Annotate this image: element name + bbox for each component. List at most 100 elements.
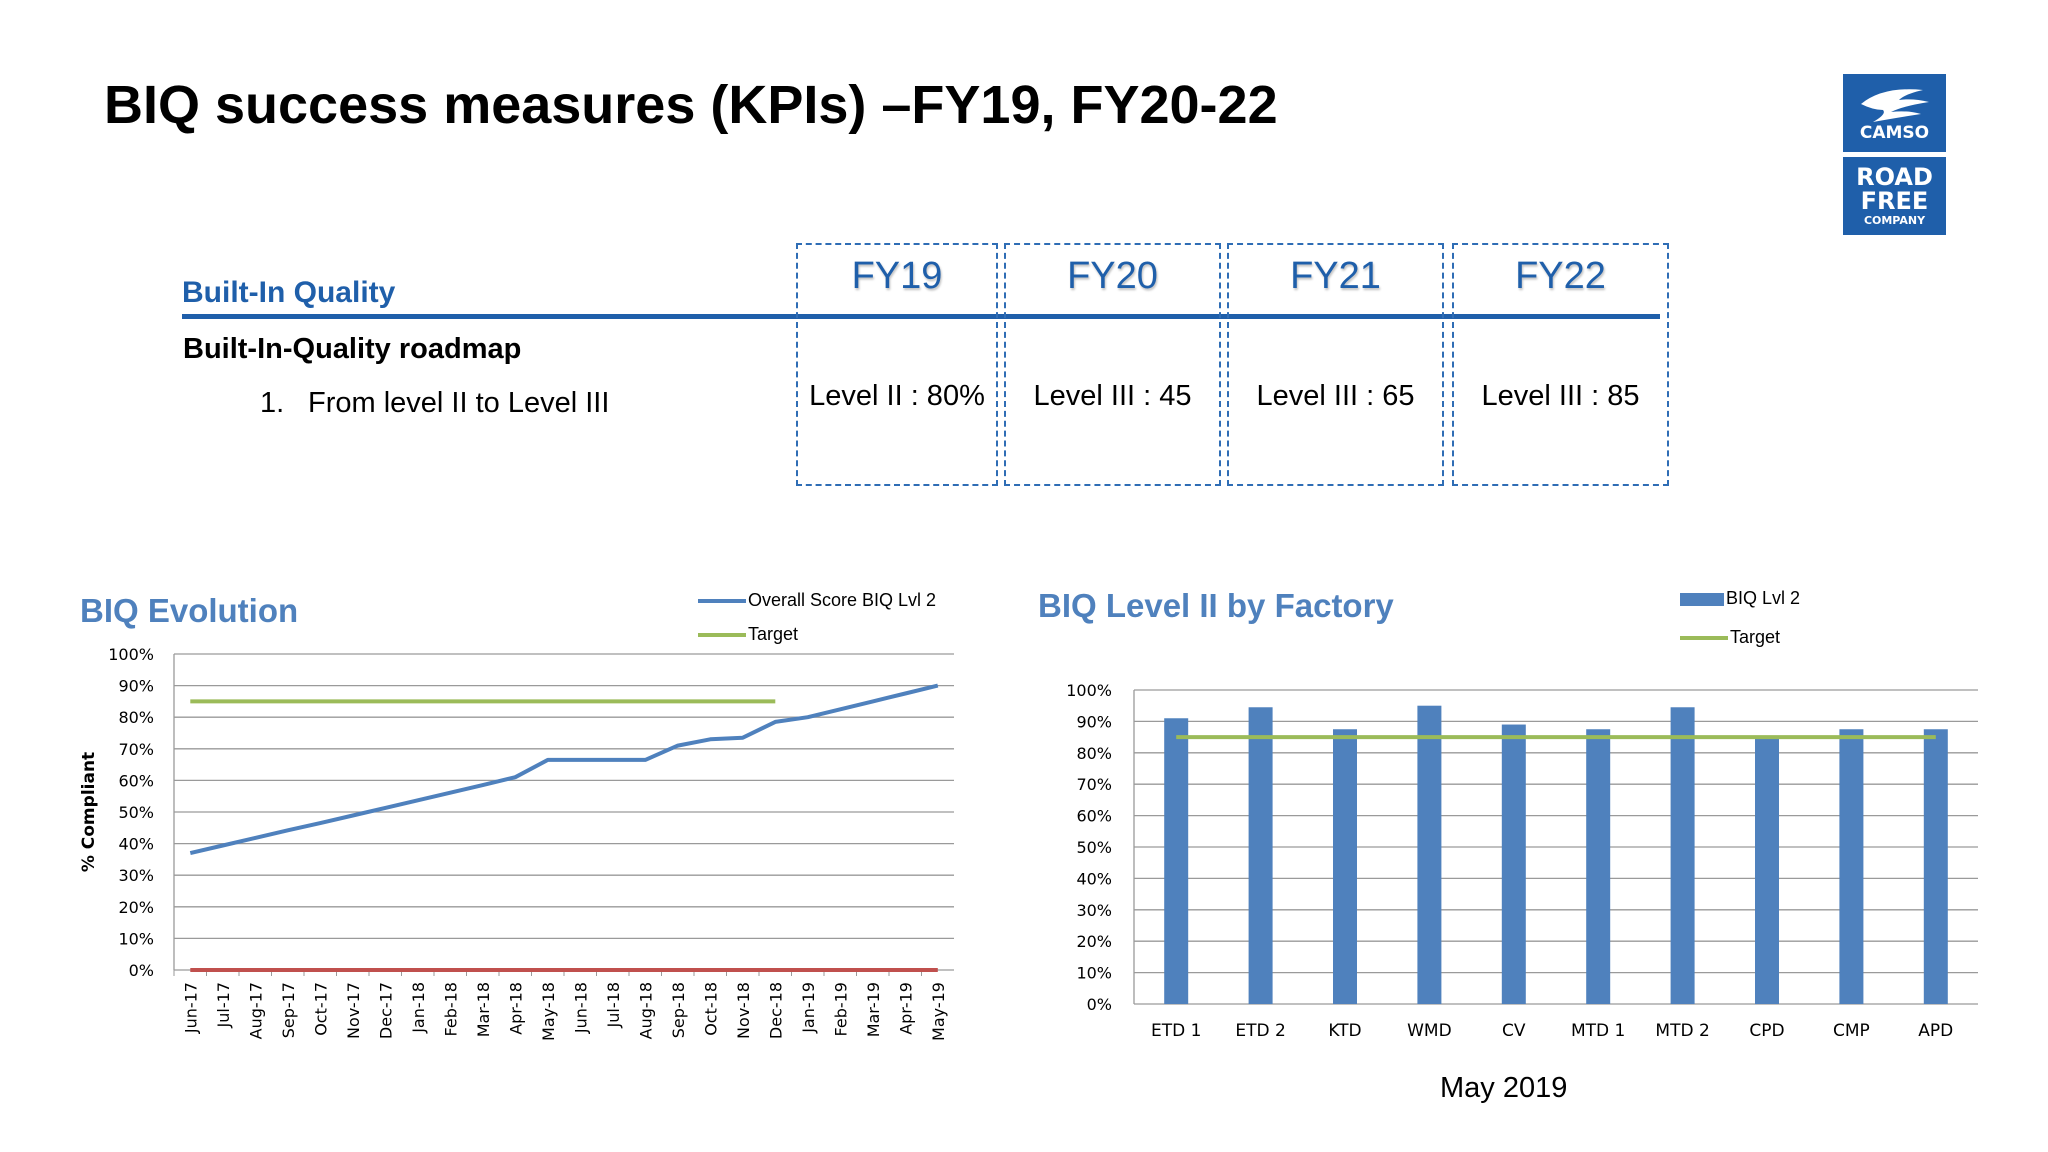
roadmap-item: 1. From level II to Level III xyxy=(260,387,609,420)
x-tick-label: KTD xyxy=(1328,1021,1361,1041)
bar xyxy=(1501,724,1526,1004)
legend-swatch xyxy=(698,599,746,604)
bar xyxy=(1923,729,1948,1004)
chart-title-factory: BIQ Level II by Factory xyxy=(1038,587,1394,624)
x-tick-label: MTD 2 xyxy=(1655,1021,1709,1041)
y-tick-label: 20% xyxy=(118,898,154,917)
roadmap-heading: Built-In-Quality roadmap xyxy=(183,333,522,365)
legend-item: BIQ Lvl 2 xyxy=(1680,587,1800,609)
fy-label: FY22 xyxy=(1515,255,1606,297)
legend-label: Target xyxy=(748,624,799,644)
legend-item: Target xyxy=(698,623,798,645)
x-tick-label: Dec-18 xyxy=(766,982,785,1039)
x-tick-label: Jul-17 xyxy=(214,982,233,1028)
logo-line-1: ROAD xyxy=(1856,163,1933,191)
y-tick-label: 30% xyxy=(118,866,154,885)
legend-swatch xyxy=(698,633,746,638)
roadmap-item-number: 1. xyxy=(260,387,285,419)
bar xyxy=(1164,718,1189,1004)
x-tick-label: Nov-17 xyxy=(344,982,363,1039)
x-tick-label: Oct-18 xyxy=(701,982,720,1036)
x-tick-label: ETD 1 xyxy=(1151,1021,1201,1041)
x-tick-label: Feb-18 xyxy=(441,982,460,1036)
legend-item: Target xyxy=(1680,626,1780,648)
roadmap-item-text: From level II to Level III xyxy=(308,387,610,419)
bar xyxy=(1586,729,1611,1004)
x-tick-label: Sep-18 xyxy=(669,982,688,1038)
page-title: BIQ success measures (KPIs) –FY19, FY20-… xyxy=(104,75,1278,135)
logo-line-3: COMPANY xyxy=(1864,214,1926,227)
x-tick-label: Jan-19 xyxy=(799,982,818,1034)
y-tick-label: 0% xyxy=(129,961,154,980)
y-tick-label: 40% xyxy=(118,835,154,854)
y-tick-label: 0% xyxy=(1087,995,1112,1014)
y-tick-label: 40% xyxy=(1076,869,1112,888)
y-tick-label: 100% xyxy=(1066,681,1112,700)
bar xyxy=(1248,707,1273,1004)
x-tick-label: Aug-18 xyxy=(636,982,655,1039)
bar xyxy=(1417,705,1442,1004)
y-tick-label: 100% xyxy=(108,645,154,664)
section-divider xyxy=(182,314,1660,319)
chart-caption: May 2019 xyxy=(1440,1072,1568,1104)
x-tick-label: ETD 2 xyxy=(1235,1021,1285,1041)
y-tick-label: 50% xyxy=(118,803,154,822)
bar xyxy=(1670,707,1695,1004)
fy-box-fy22: FY22 Level III : 85 xyxy=(1452,243,1669,486)
legend-item: Overall Score BIQ Lvl 2 xyxy=(698,589,936,611)
chart-title-evolution: BIQ Evolution xyxy=(80,592,299,629)
y-tick-label: 10% xyxy=(118,929,154,948)
fy-box-fy19: FY19 Level II : 80% xyxy=(796,243,998,486)
fy-level: Level III : 65 xyxy=(1256,380,1415,412)
x-tick-label: APD xyxy=(1918,1021,1953,1041)
x-tick-label: Jul-18 xyxy=(604,982,623,1028)
legend-label: Target xyxy=(1730,627,1781,647)
y-tick-label: 70% xyxy=(1076,775,1112,794)
y-tick-label: 60% xyxy=(1076,807,1112,826)
y-tick-label: 30% xyxy=(1076,901,1112,920)
x-tick-label: Mar-18 xyxy=(474,982,493,1037)
x-tick-label: CV xyxy=(1502,1021,1526,1041)
x-tick-label: Nov-18 xyxy=(734,982,753,1039)
bar xyxy=(1333,729,1357,1004)
camso-logo: CAMSO ROAD FREE COMPANY xyxy=(1843,74,1946,235)
x-tick-label: May-19 xyxy=(929,982,948,1041)
fy-level: Level III : 45 xyxy=(1033,380,1192,412)
legend-label: Overall Score BIQ Lvl 2 xyxy=(748,590,937,610)
fy-label: FY21 xyxy=(1290,255,1381,297)
bar xyxy=(1839,729,1864,1004)
series-line-1 xyxy=(189,683,939,856)
x-tick-label: CMP xyxy=(1833,1021,1870,1041)
fy-box-fy20: FY20 Level III : 45 xyxy=(1004,243,1221,486)
y-tick-label: 50% xyxy=(1076,838,1112,857)
x-tick-label: CPD xyxy=(1749,1021,1784,1041)
y-tick-label: 80% xyxy=(118,708,154,727)
x-tick-label: Jun-17 xyxy=(181,982,200,1034)
chart-factory: 0% 10% 20% 30% 40% 50% 60% 70% 80% 90% 100% ETD 1 ET… xyxy=(1066,681,1978,1041)
legend-swatch xyxy=(1680,636,1728,641)
fy-label: FY19 xyxy=(851,255,943,297)
bar xyxy=(1755,735,1779,1004)
x-tick-label: May-18 xyxy=(539,982,558,1041)
y-tick-label: 70% xyxy=(118,740,154,759)
x-tick-label: WMD xyxy=(1407,1021,1452,1041)
y-tick-label: 60% xyxy=(118,771,154,790)
y-axis-label: % Compliant xyxy=(79,752,99,872)
y-tick-label: 90% xyxy=(118,677,154,696)
x-tick-label: Mar-19 xyxy=(864,982,883,1037)
x-tick-label: Oct-17 xyxy=(311,982,330,1036)
y-tick-label: 20% xyxy=(1076,932,1112,951)
y-tick-label: 80% xyxy=(1076,744,1112,763)
x-tick-label: Apr-18 xyxy=(506,982,525,1035)
x-tick-label: Sep-17 xyxy=(279,982,298,1038)
y-tick-label: 90% xyxy=(1076,712,1112,731)
logo-top-text: CAMSO xyxy=(1860,123,1929,143)
chart-evolution: 0% 10% 20% 30% 40% 50% 60% 70% 80% 90% 100% Jun-17 J… xyxy=(79,645,954,1041)
x-tick-label: Apr-19 xyxy=(896,982,915,1035)
legend-swatch xyxy=(1680,592,1724,606)
x-tick-label: Jan-18 xyxy=(409,982,428,1034)
x-tick-label: MTD 1 xyxy=(1571,1021,1625,1041)
x-tick-label: Feb-19 xyxy=(831,982,850,1036)
x-tick-label: Dec-17 xyxy=(376,982,395,1039)
y-tick-label: 10% xyxy=(1076,964,1112,983)
